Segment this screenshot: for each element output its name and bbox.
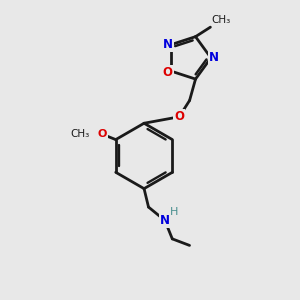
Text: CH₃: CH₃ xyxy=(212,15,231,26)
Text: N: N xyxy=(163,38,173,51)
Text: O: O xyxy=(163,66,172,79)
Text: CH₃: CH₃ xyxy=(70,129,90,139)
Text: N: N xyxy=(160,214,170,227)
Text: H: H xyxy=(170,206,178,217)
Text: O: O xyxy=(174,110,184,123)
Text: O: O xyxy=(98,129,107,139)
Text: N: N xyxy=(209,51,219,64)
